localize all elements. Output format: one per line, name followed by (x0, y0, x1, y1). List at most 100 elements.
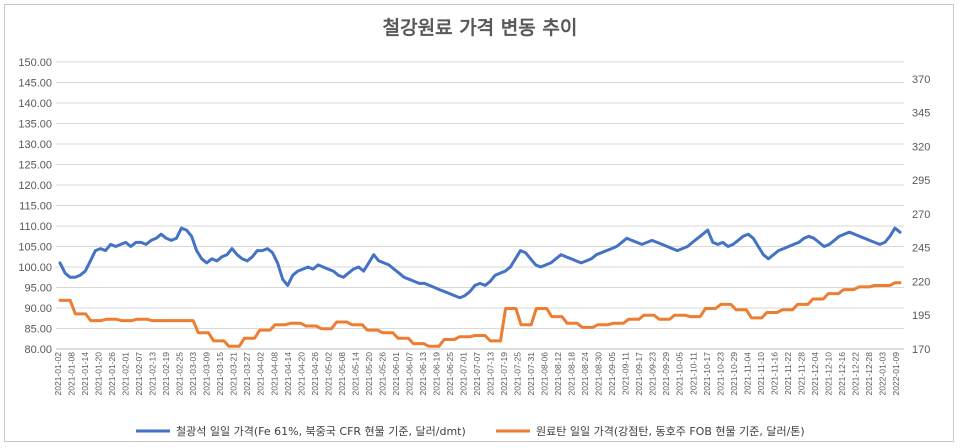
x-tick-label: 2021-02-07 (134, 352, 144, 396)
y-axis-right: 170 195 220 245 270 295 320 345 370 (912, 74, 930, 356)
x-axis: 2021-01-02 2021-01-08 2021-01-14 2021-01-20… (53, 352, 901, 396)
x-tick-label: 2021-07-07 (472, 352, 482, 396)
x-tick-label: 2021-10-29 (729, 352, 739, 396)
y-left-tick-label: 150.00 (18, 57, 52, 69)
y-right-tick-label: 245 (912, 243, 930, 255)
x-tick-label: 2021-10-17 (702, 352, 712, 396)
x-tick-label: 2021-09-05 (607, 352, 617, 396)
x-tick-label: 2021-12-22 (850, 352, 860, 396)
x-tick-label: 2021-03-21 (229, 352, 239, 396)
x-tick-label: 2021-05-26 (377, 352, 387, 396)
x-tick-label: 2021-06-07 (404, 352, 414, 396)
x-tick-label: 2022-01-09 (891, 352, 901, 396)
x-tick-label: 2021-11-28 (796, 352, 806, 395)
y-left-tick-label: 135.00 (18, 119, 52, 131)
y-left-tick-label: 125.00 (18, 160, 52, 172)
x-tick-label: 2021-04-14 (283, 352, 293, 396)
y-left-tick-label: 115.00 (19, 201, 52, 213)
x-tick-label: 2021-03-15 (215, 352, 225, 396)
y-left-tick-label: 120.00 (18, 180, 52, 192)
x-tick-label: 2021-08-12 (553, 352, 563, 396)
y-right-tick-label: 170 (912, 344, 930, 356)
x-tick-label: 2021-09-29 (661, 352, 671, 396)
x-tick-label: 2021-02-01 (121, 352, 131, 396)
y-left-tick-label: 145.00 (18, 78, 52, 90)
y-right-tick-label: 270 (912, 209, 930, 221)
y-left-tick-label: 110.00 (19, 221, 52, 233)
x-tick-label: 2021-11-16 (769, 352, 779, 395)
x-tick-label: 2021-07-13 (486, 352, 496, 396)
y-left-tick-label: 140.00 (18, 98, 52, 110)
x-tick-label: 2021-07-01 (458, 352, 468, 396)
legend: 철광석 일일 가격(Fe 61%, 북중국 CFR 현물 기준, 달러/dmt)… (136, 424, 805, 438)
y-left-tick-label: 90.00 (24, 303, 52, 315)
x-tick-label: 2021-07-19 (499, 352, 509, 396)
x-tick-label: 2021-06-25 (445, 352, 455, 396)
x-tick-label: 2021-06-19 (431, 352, 441, 396)
x-tick-label: 2021-12-10 (823, 352, 833, 396)
y-left-tick-label: 105.00 (18, 242, 52, 254)
x-tick-label: 2021-09-17 (634, 352, 644, 396)
x-tick-label: 2021-10-05 (675, 352, 685, 396)
x-tick-label: 2021-05-08 (337, 352, 347, 396)
y-left-tick-label: 85.00 (24, 324, 52, 336)
legend-label-iron-ore: 철광석 일일 가격(Fe 61%, 북중국 CFR 현물 기준, 달러/dmt) (176, 424, 466, 438)
chart-title: 철강원료 가격 변동 추이 (383, 17, 578, 39)
x-tick-label: 2021-12-04 (810, 352, 820, 396)
x-tick-label: 2021-01-20 (94, 352, 104, 396)
x-tick-label: 2021-05-02 (323, 352, 333, 396)
y-right-tick-label: 345 (912, 108, 930, 120)
x-tick-label: 2022-01-03 (877, 352, 887, 396)
y-left-tick-label: 80.00 (24, 344, 52, 356)
series-lines (58, 226, 902, 348)
x-tick-label: 2021-06-13 (418, 352, 428, 396)
x-tick-label: 2021-04-02 (256, 352, 266, 396)
x-tick-label: 2021-03-09 (202, 352, 212, 396)
x-tick-label: 2021-03-03 (188, 352, 198, 396)
x-tick-label: 2021-09-23 (648, 352, 658, 396)
y-left-tick-label: 100.00 (18, 262, 52, 274)
x-tick-label: 2021-06-01 (391, 352, 401, 396)
y-left-tick-label: 130.00 (18, 139, 52, 151)
x-tick-label: 2021-05-20 (364, 352, 374, 396)
x-tick-label: 2021-11-10 (756, 352, 766, 395)
y-right-tick-label: 320 (912, 141, 930, 153)
y-right-tick-label: 220 (912, 276, 930, 288)
x-tick-label: 2021-02-19 (161, 352, 171, 396)
x-tick-label: 2021-07-31 (526, 352, 536, 396)
x-tick-label: 2021-10-11 (688, 352, 698, 395)
x-tick-label: 2021-05-14 (350, 352, 360, 396)
y-right-tick-label: 295 (912, 175, 930, 187)
y-right-tick-label: 195 (912, 310, 930, 322)
x-tick-label: 2021-02-25 (175, 352, 185, 396)
y-left-tick-label: 95.00 (24, 283, 52, 295)
x-tick-label: 2021-01-02 (53, 352, 63, 396)
x-tick-label: 2021-01-26 (107, 352, 117, 396)
x-tick-label: 2021-10-23 (715, 352, 725, 396)
x-tick-label: 2021-01-14 (80, 352, 90, 396)
chart-frame (4, 4, 954, 442)
x-tick-label: 2021-12-16 (837, 352, 847, 396)
y-right-tick-label: 370 (912, 74, 930, 86)
x-tick-label: 2021-03-27 (242, 352, 252, 396)
x-tick-label: 2021-08-30 (594, 352, 604, 396)
x-tick-label: 2021-01-08 (67, 352, 77, 396)
series-line-iron-ore (58, 226, 902, 300)
y-axis-left: 80.00 85.00 90.00 95.00 100.00 105.00 110.00 11… (18, 57, 52, 356)
x-tick-label: 2021-04-08 (269, 352, 279, 396)
x-tick-label: 2021-12-28 (864, 352, 874, 396)
x-tick-label: 2021-08-18 (567, 352, 577, 396)
x-tick-label: 2021-04-20 (296, 352, 306, 396)
legend-label-coking-coal: 원료탄 일일 가격(강점탄, 동호주 FOB 현물 기준, 달러/톤) (536, 424, 805, 438)
x-tick-label: 2021-11-04 (742, 352, 752, 395)
x-tick-label: 2021-04-26 (310, 352, 320, 396)
x-tick-label: 2021-09-11 (621, 352, 631, 395)
x-tick-label: 2021-08-24 (580, 352, 590, 396)
x-tick-label: 2021-08-06 (540, 352, 550, 396)
grid-lines (56, 61, 904, 350)
series-line-coking-coal (58, 281, 902, 348)
x-tick-label: 2021-02-13 (148, 352, 158, 396)
x-tick-label: 2021-07-25 (513, 352, 523, 396)
x-tick-label: 2021-11-22 (783, 352, 793, 395)
